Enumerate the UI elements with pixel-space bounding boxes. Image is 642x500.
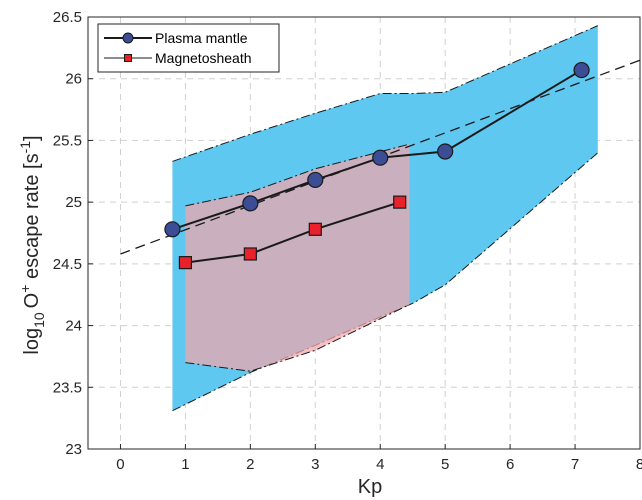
legend-label-magnetosheath: Magnetosheath: [155, 50, 252, 66]
legend-label-plasma-mantle: Plasma mantle: [155, 30, 248, 46]
legend-marker-magnetosheath: [124, 54, 132, 62]
x-tick-label: 3: [311, 456, 319, 473]
legend-marker-plasma-mantle: [122, 32, 134, 44]
plasma-mantle-point: [372, 149, 389, 166]
magnetosheath-line: [185, 201, 401, 264]
plasma-mantle-point: [242, 195, 259, 212]
x-axis-ticks: 0 1 2 3 4 5 6 7 8: [116, 444, 642, 473]
y-tick-label: 23.5: [53, 379, 82, 396]
y-tick-label: 24.5: [53, 256, 82, 273]
confidence-bands: [172, 25, 599, 412]
legend: Plasma mantle Magnetosheath: [97, 23, 280, 73]
y-tick-label: 23: [65, 441, 82, 458]
y-tick-label: 24: [65, 318, 82, 335]
x-tick-label: 8: [636, 456, 642, 473]
plot-frame: [87, 16, 641, 450]
y-axis-ticks: 23 23.5 24 24.5 25 25.5 26 26.5: [53, 9, 93, 458]
y-axis-label: log10O+ escape rate [s-1]: [17, 135, 47, 354]
x-tick-label: 1: [181, 456, 189, 473]
magnetosheath-point: [178, 256, 193, 270]
x-tick-label: 0: [116, 456, 124, 473]
plasma-mantle-point: [307, 171, 324, 189]
x-tick-label: 6: [506, 456, 514, 473]
x-tick-label: 2: [246, 456, 254, 473]
y-tick-label: 25.5: [53, 132, 82, 149]
plasma-mantle-line: [172, 69, 583, 231]
y-tick-label: 25: [65, 194, 82, 211]
legend-box: [97, 23, 280, 73]
y-tick-label: 26.5: [53, 9, 82, 26]
magnetosheath-band: [185, 144, 410, 372]
plasma-mantle-point: [437, 143, 454, 160]
x-tick-label: 4: [376, 456, 384, 473]
magnetosheath-point: [393, 195, 407, 209]
x-axis-label: Kp: [358, 476, 382, 498]
data-series: [164, 61, 590, 270]
y-tick-label: 26: [65, 71, 82, 88]
plasma-mantle-point: [573, 61, 590, 79]
x-tick-label: 7: [571, 456, 579, 473]
magnetosheath-point: [308, 222, 322, 236]
plasma-mantle-point: [164, 221, 181, 238]
magnetosheath-point: [243, 247, 257, 261]
x-tick-label: 5: [441, 456, 449, 473]
